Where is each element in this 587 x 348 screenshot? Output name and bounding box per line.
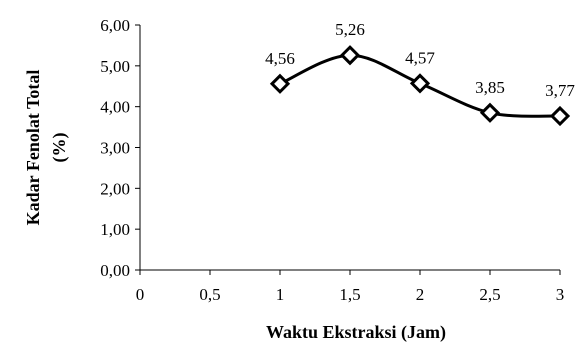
y-tick-label: 4,00 (100, 98, 130, 117)
data-point (269, 73, 291, 94)
y-axis: 0,00 1,00 2,00 3,00 4,00 5,00 6,00 (100, 16, 141, 280)
x-tick-label: 1,5 (339, 285, 360, 304)
y-axis-title: Kadar Fenolat Total (%) (23, 70, 70, 226)
plot-area: 4,56 5,26 4,57 3,85 3,77 (265, 20, 575, 127)
data-label: 4,57 (405, 48, 435, 67)
y-tick-label: 5,00 (100, 57, 130, 76)
data-point (409, 73, 431, 94)
y-axis-title-line2: (%) (49, 133, 70, 163)
data-point (549, 105, 571, 127)
x-axis: 0 0,5 1 1,5 2 2,5 3 (136, 269, 565, 304)
x-tick-label: 0,5 (199, 285, 220, 304)
y-tick-label: 3,00 (100, 139, 130, 158)
data-label: 3,85 (475, 78, 505, 97)
y-tick-label: 1,00 (100, 220, 130, 239)
x-tick-label: 1 (276, 285, 285, 304)
data-label: 4,56 (265, 49, 295, 68)
x-tick-label: 3 (556, 285, 565, 304)
y-tick-label: 6,00 (100, 16, 130, 35)
x-tick-label: 2 (416, 285, 425, 304)
data-point (339, 45, 361, 66)
data-label: 5,26 (335, 20, 365, 39)
y-tick-label: 0,00 (100, 261, 130, 280)
y-tick-label: 2,00 (100, 179, 130, 198)
y-axis-title-line1: Kadar Fenolat Total (23, 70, 43, 226)
data-point (479, 102, 501, 123)
data-label: 3,77 (545, 81, 575, 100)
x-tick-label: 0 (136, 285, 145, 304)
x-axis-title: Waktu Ekstraksi (Jam) (266, 322, 446, 343)
x-tick-label: 2,5 (479, 285, 500, 304)
